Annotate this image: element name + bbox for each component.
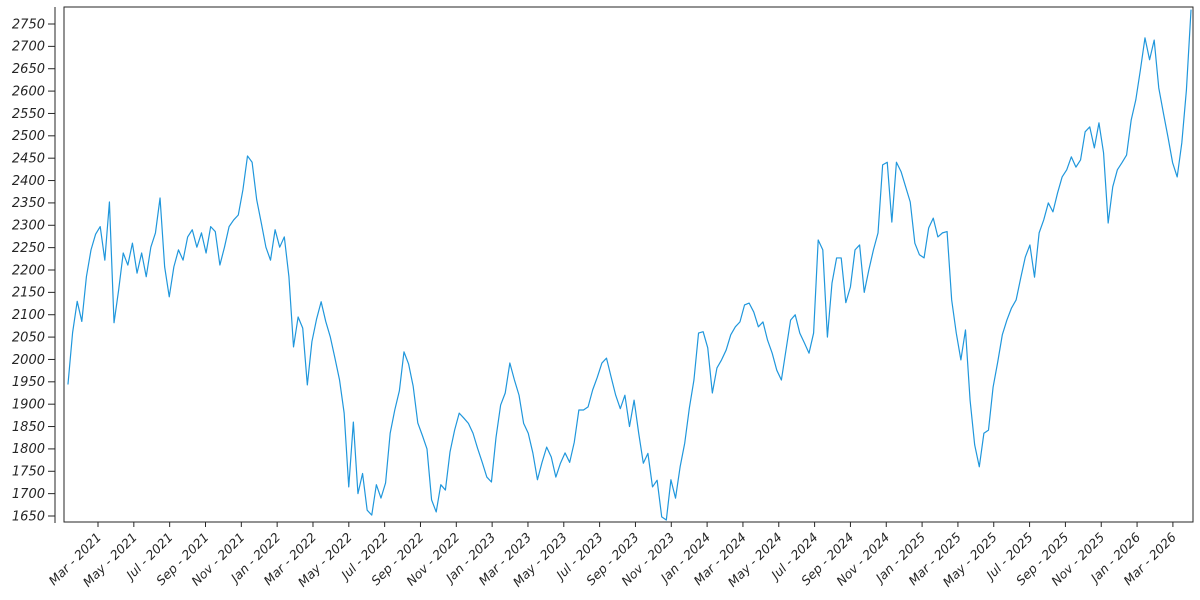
y-tick-label: 1700 — [12, 487, 45, 502]
y-tick-label: 2750 — [12, 17, 45, 32]
y-tick-label: 2350 — [12, 196, 45, 211]
y-tick-label: 2050 — [12, 330, 45, 345]
y-tick-label: 1750 — [12, 465, 45, 480]
y-axis: 1650 1700 1750 1800 1850 1900 1950 2000 2050 2100… — [12, 17, 55, 524]
y-tick-label: 2700 — [12, 40, 45, 55]
plot-border — [63, 6, 1194, 523]
y-tick-label: 1800 — [12, 442, 45, 457]
y-tick-label: 1650 — [12, 509, 45, 524]
y-tick-label: 2500 — [12, 129, 45, 144]
y-tick-label: 2250 — [12, 241, 45, 256]
y-tick-label: 2300 — [12, 219, 45, 234]
price-line — [67, 9, 1192, 521]
y-tick-label: 2150 — [12, 286, 45, 301]
y-tick-label: 2600 — [12, 84, 45, 99]
y-tick-label: 2550 — [12, 107, 45, 122]
y-tick-label: 2100 — [12, 308, 45, 323]
y-tick-label: 2200 — [12, 263, 45, 278]
y-tick-label: 2450 — [12, 151, 45, 166]
y-tick-label: 1850 — [12, 420, 45, 435]
plot-area — [67, 9, 1192, 521]
y-tick-label: 2650 — [12, 62, 45, 77]
plot-frame — [54, 6, 1194, 523]
y-tick-label: 1950 — [12, 375, 45, 390]
y-tick-label: 1900 — [12, 397, 45, 412]
y-tick-label: 2400 — [12, 174, 45, 189]
y-tick-label: 2000 — [12, 353, 45, 368]
